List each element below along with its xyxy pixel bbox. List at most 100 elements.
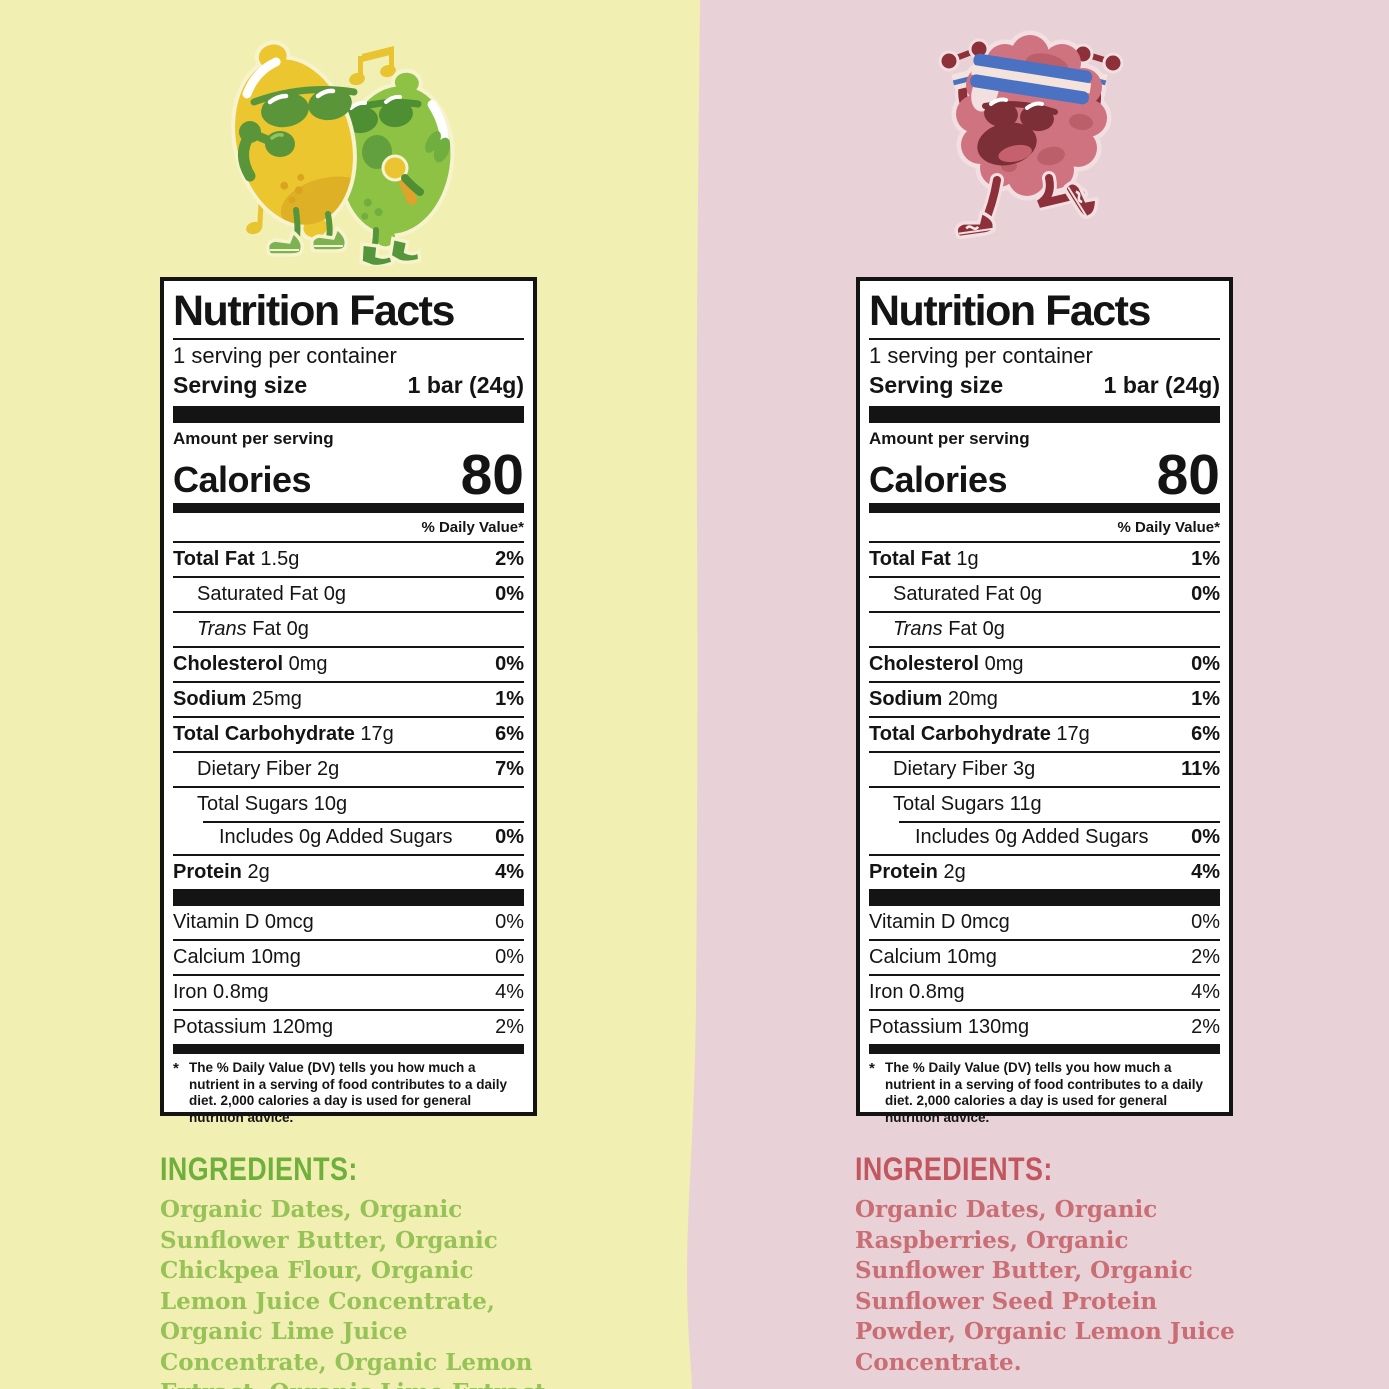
nutrient-row: Trans Fat 0g [173, 611, 524, 646]
vitamin-row: Iron 0.8mg 4% [869, 974, 1220, 1009]
nutrient-name: Vitamin D 0mcg [869, 911, 1010, 934]
daily-value-percent: 4% [495, 861, 524, 884]
nutrient-row: Includes 0g Added Sugars 0% [869, 821, 1220, 854]
daily-value-percent: 1% [1191, 548, 1220, 571]
nutrient-name: Trans Fat 0g [197, 618, 309, 641]
nutrient-name: Iron 0.8mg [173, 981, 269, 1004]
divider-bar [869, 1044, 1220, 1055]
serving-size-value: 1 bar (24g) [407, 371, 524, 398]
nutrient-row: Dietary Fiber 3g 11% [869, 751, 1220, 786]
calories-value: 80 [1156, 442, 1220, 507]
nutrient-name: Iron 0.8mg [869, 981, 965, 1004]
daily-value-percent: 11% [1181, 758, 1220, 781]
serving-size-row: Serving size 1 bar (24g) [869, 370, 1220, 407]
music-note-icon [349, 46, 396, 86]
serving-size-value: 1 bar (24g) [1103, 371, 1220, 398]
label-title: Nutrition Facts [173, 287, 524, 341]
nutrient-name: Calcium 10mg [869, 946, 997, 969]
serving-size-label: Serving size [869, 371, 1004, 398]
calories-label: Calories [173, 459, 312, 501]
microphone-icon [381, 154, 424, 205]
daily-value-percent: 0% [495, 946, 524, 969]
nutrient-row: Total Sugars 10g [173, 786, 524, 821]
microphone-icon [238, 121, 295, 182]
nutrition-facts-label-raspberry: Nutrition Facts 1 serving per container … [856, 277, 1233, 1125]
daily-value-percent: 2% [495, 1016, 524, 1039]
daily-value-percent: 0% [495, 583, 524, 606]
vitamin-row: Potassium 130mg 2% [869, 1009, 1220, 1044]
sneaker-icon [1063, 181, 1099, 220]
nutrient-row: Cholesterol 0mg 0% [173, 646, 524, 681]
vitamin-row: Calcium 10mg 0% [173, 939, 524, 974]
divider-bar [173, 1044, 524, 1055]
boot-icon [388, 236, 422, 265]
calories-row: Calories 80 [869, 442, 1220, 507]
nutrient-name: Potassium 120mg [173, 1016, 334, 1039]
nutrient-name: Total Carbohydrate 17g [869, 723, 1090, 746]
nutrient-row: Saturated Fat 0g 0% [173, 576, 524, 611]
lemon-lime-mascot-illustration [231, 40, 455, 266]
daily-value-percent: 4% [1191, 981, 1220, 1004]
lime-character [336, 68, 455, 266]
vitamin-row: Vitamin D 0mcg 0% [869, 906, 1220, 939]
daily-value-percent: 1% [495, 688, 524, 711]
nutrient-name: Total Fat 1g [869, 548, 979, 571]
sunglasses-icon [250, 86, 358, 128]
vitamin-row: Calcium 10mg 2% [869, 939, 1220, 974]
nutrient-row: Saturated Fat 0g 0% [869, 576, 1220, 611]
divider-bar [869, 889, 1220, 907]
daily-value-percent: 0% [495, 826, 524, 849]
servings-per-container: 1 serving per container [869, 343, 1093, 369]
dumbbell-icon [938, 38, 990, 72]
nutrient-name: Total Sugars 11g [893, 793, 1042, 816]
nutrient-row: Sodium 25mg 1% [173, 681, 524, 716]
divider-bar [173, 406, 524, 424]
daily-value-percent: 0% [495, 911, 524, 934]
nutrient-name: Trans Fat 0g [893, 618, 1005, 641]
ingredients-heading: INGREDIENTS: [855, 1151, 1053, 1187]
daily-value-percent: 2% [495, 548, 524, 571]
nutrient-row: Protein 2g 4% [173, 854, 524, 889]
nutrient-row: Total Carbohydrate 17g 6% [173, 716, 524, 751]
amount-per-serving: Amount per serving [173, 429, 334, 449]
servings-per-container: 1 serving per container [173, 343, 397, 369]
raspberry-mascot-illustration [938, 30, 1124, 240]
nutrient-row: Sodium 20mg 1% [869, 681, 1220, 716]
nutrition-facts-label-lemon-lime: Nutrition Facts 1 serving per container … [160, 277, 537, 1125]
nutrient-name: Saturated Fat 0g [197, 583, 346, 606]
label-title: Nutrition Facts [869, 287, 1220, 341]
nutrient-name: Protein 2g [173, 861, 270, 884]
nutrient-name: Sodium 25mg [173, 688, 302, 711]
ingredients-list: Organic Dates, Organic Sunflower Butter,… [160, 1196, 554, 1389]
daily-value-footnote: * The % Daily Value (DV) tells you how m… [173, 1060, 508, 1125]
nutrient-row: Total Fat 1g 1% [869, 541, 1220, 576]
ingredients-heading: INGREDIENTS: [160, 1151, 358, 1187]
nutrient-row: Dietary Fiber 2g 7% [173, 751, 524, 786]
daily-value-percent: 4% [1191, 861, 1220, 884]
daily-value-percent: 0% [1191, 653, 1220, 676]
daily-value-percent: 0% [1191, 826, 1220, 849]
sweatband [970, 53, 1093, 105]
serving-size-label: Serving size [173, 371, 308, 398]
nutrient-row: Total Fat 1.5g 2% [173, 541, 524, 576]
dumbbell-icon [1072, 43, 1124, 74]
nutrient-name: Sodium 20mg [869, 688, 998, 711]
nutrient-name: Dietary Fiber 2g [197, 758, 340, 781]
amount-per-serving: Amount per serving [869, 429, 1030, 449]
nutrient-name: Total Carbohydrate 17g [173, 723, 394, 746]
nutrient-name: Total Sugars 10g [197, 793, 348, 816]
nutrient-row: Trans Fat 0g [869, 611, 1220, 646]
open-mouth [977, 122, 1037, 166]
nutrient-row: Total Sugars 11g [869, 786, 1220, 821]
nutrient-name: Saturated Fat 0g [893, 583, 1042, 606]
nutrient-name: Cholesterol 0mg [869, 653, 1024, 676]
nutrient-row: Total Carbohydrate 17g 6% [869, 716, 1220, 751]
raspberry-character [938, 30, 1124, 240]
daily-value-percent: 6% [1191, 723, 1220, 746]
divider-bar [869, 503, 1220, 514]
sneaker-icon [309, 225, 349, 253]
lime-hand [425, 131, 451, 163]
nutrient-name: Cholesterol 0mg [173, 653, 328, 676]
calories-label: Calories [869, 459, 1008, 501]
